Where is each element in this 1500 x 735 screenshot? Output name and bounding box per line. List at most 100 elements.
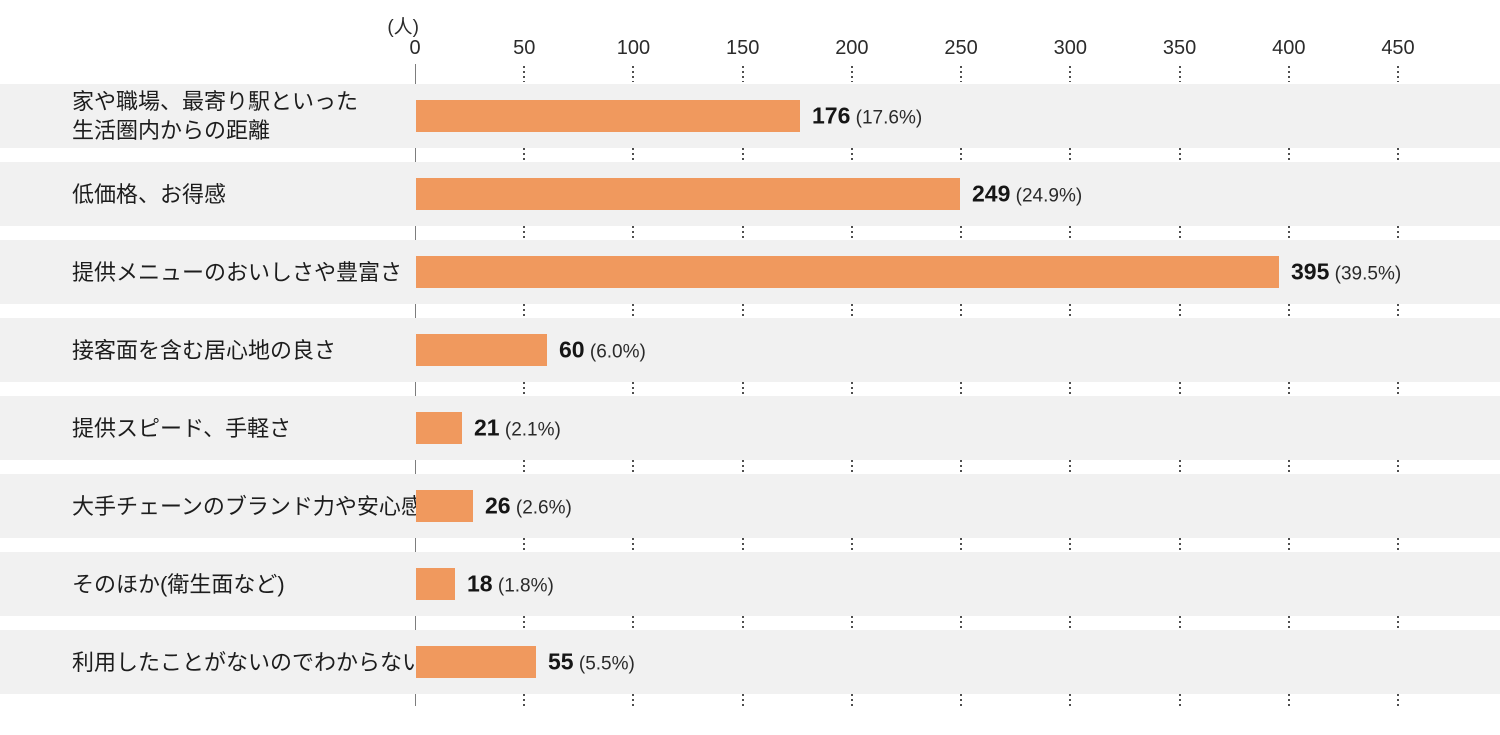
grid-dotted-line [850, 538, 853, 552]
grid-dotted-line [960, 148, 963, 162]
grid-dotted-line [960, 304, 963, 318]
bar [416, 178, 960, 210]
chart-row: 提供スピード、手軽さ 21 (2.1%) [0, 396, 1500, 460]
x-tick-label: 100 [616, 37, 651, 59]
bar [416, 412, 462, 444]
category-label: 利用したことがないのでわからない [72, 649, 425, 675]
grid-dotted-line [1397, 226, 1399, 240]
x-tick-label: 50 [513, 37, 536, 59]
grid-dotted-line [741, 694, 744, 706]
grid-dotted-line [850, 148, 853, 162]
grid-dotted-line [1069, 460, 1072, 474]
grid-dotted-line [523, 304, 526, 318]
grid-dotted-line [1397, 304, 1399, 318]
x-tick-label: 450 [1381, 37, 1415, 59]
axis-unit-label: (人) [387, 17, 419, 38]
grid-dotted-line [960, 538, 963, 552]
grid-dotted-line [1397, 616, 1399, 630]
grid-dotted-line [523, 616, 526, 630]
grid-dotted-line [632, 226, 635, 240]
grid-dotted-line [632, 382, 635, 396]
grid-dotted-line [1178, 538, 1181, 552]
grid-dotted-line [632, 460, 635, 474]
x-tick-label: 150 [725, 37, 760, 59]
grid-dotted-line [1287, 382, 1290, 396]
grid-dotted-line [850, 66, 853, 82]
category-label: 提供メニューのおいしさや豊富さ [72, 259, 403, 285]
grid-dotted-line [523, 694, 526, 706]
grid-dotted-line [960, 226, 963, 240]
grid-dotted-line [741, 304, 744, 318]
bar-value-label: 395 (39.5%) [1291, 259, 1401, 286]
grid-dotted-line [850, 694, 853, 706]
grid-dotted-line [741, 148, 744, 162]
grid-dotted-line [741, 616, 744, 630]
chart-row: 接客面を含む居心地の良さ 60 (6.0%) [0, 318, 1500, 382]
grid-dotted-line [632, 304, 635, 318]
grid-dotted-line [1397, 694, 1399, 706]
bar-value-label: 249 (24.9%) [972, 181, 1082, 208]
grid-dotted-line [1397, 148, 1399, 162]
grid-dotted-line [960, 616, 963, 630]
grid-dotted-line [741, 66, 744, 82]
grid-dotted-line [1287, 148, 1290, 162]
bar-value-percent: (1.8%) [492, 575, 554, 597]
grid-dotted-line [960, 694, 963, 706]
bar-value-number: 60 [559, 336, 585, 363]
bar-value-number: 26 [485, 492, 511, 519]
grid-dotted-line [1069, 304, 1072, 318]
bar-value-number: 249 [972, 180, 1011, 207]
grid-dotted-line [1178, 694, 1181, 706]
grid-dotted-line [741, 226, 744, 240]
grid-dotted-line [1178, 460, 1181, 474]
grid-dotted-line [523, 460, 526, 474]
grid-dotted-line [850, 382, 853, 396]
bar-value-label: 60 (6.0%) [559, 337, 646, 364]
grid-dotted-line [632, 148, 635, 162]
bar-value-number: 176 [812, 102, 851, 129]
grid-dotted-line [960, 66, 963, 82]
grid-dotted-line [741, 460, 744, 474]
chart-row: 家や職場、最寄り駅といった 生活圏内からの距離 176 (17.6%) [0, 84, 1500, 148]
bar-value-label: 176 (17.6%) [812, 103, 922, 130]
grid-dotted-line [1178, 66, 1181, 82]
category-label: 接客面を含む居心地の良さ [72, 337, 337, 363]
bar-value-number: 18 [467, 570, 493, 597]
grid-dotted-line [850, 616, 853, 630]
chart-row: 大手チェーンのブランド力や安心感 26 (2.6%) [0, 474, 1500, 538]
bar-value-label: 55 (5.5%) [548, 649, 635, 676]
grid-dotted-line [1069, 538, 1072, 552]
grid-dotted-line [1069, 226, 1072, 240]
grid-dotted-line [1287, 226, 1290, 240]
grid-dotted-line [523, 148, 526, 162]
bar [416, 568, 455, 600]
bar-value-label: 21 (2.1%) [474, 415, 561, 442]
bar-value-percent: (6.0%) [584, 341, 646, 363]
category-label: 大手チェーンのブランド力や安心感 [72, 493, 423, 519]
grid-dotted-line [1069, 148, 1072, 162]
bar-value-number: 21 [474, 414, 500, 441]
grid-dotted-line [1287, 304, 1290, 318]
y-axis-line [415, 64, 416, 706]
grid-dotted-line [1397, 538, 1399, 552]
grid-dotted-line [523, 382, 526, 396]
grid-dotted-line [632, 616, 635, 630]
x-tick-label: 350 [1162, 37, 1197, 59]
x-tick-label: 400 [1272, 37, 1306, 59]
grid-dotted-line [1178, 148, 1181, 162]
bar-value-percent: (17.6%) [850, 107, 923, 129]
x-tick-label: 300 [1053, 37, 1088, 59]
grid-dotted-line [632, 694, 635, 706]
grid-dotted-line [741, 538, 744, 552]
bar [416, 100, 800, 132]
grid-dotted-line [850, 304, 853, 318]
grid-dotted-line [1178, 616, 1181, 630]
grid-dotted-line [1178, 382, 1181, 396]
category-label: 家や職場、最寄り駅といった 生活圏内からの距離 [72, 89, 359, 143]
grid-dotted-line [1069, 694, 1072, 706]
grid-dotted-line [1397, 460, 1399, 474]
bar [416, 646, 536, 678]
grid-dotted-line [632, 66, 635, 82]
chart-row: 低価格、お得感 249 (24.9%) [0, 162, 1500, 226]
category-label: そのほか(衛生面など) [72, 571, 285, 597]
